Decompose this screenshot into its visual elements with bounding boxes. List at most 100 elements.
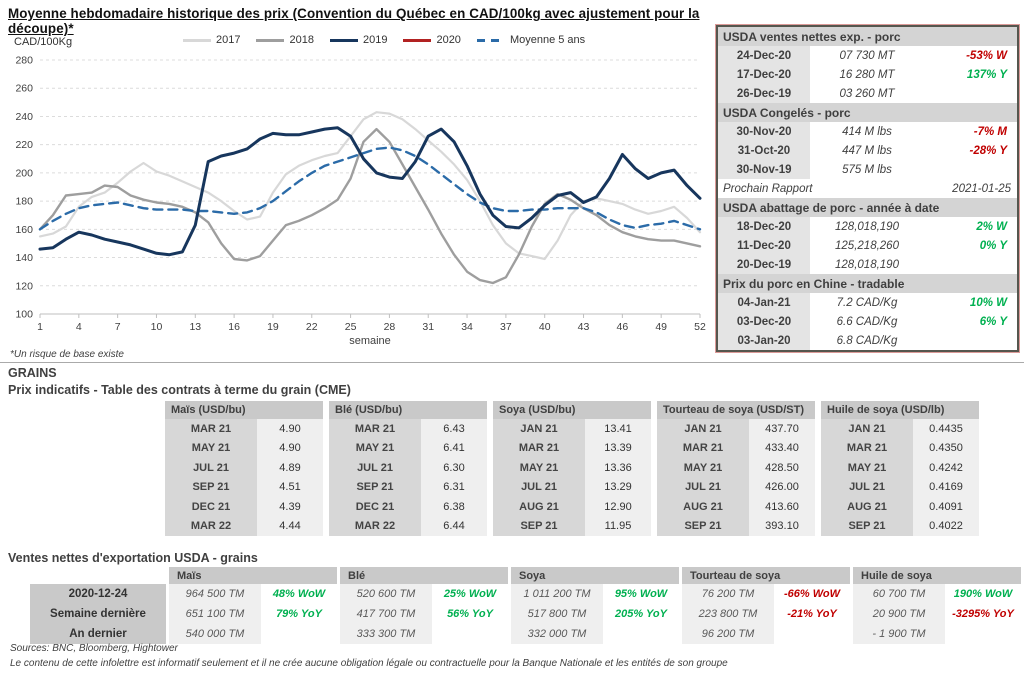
exports-header-row: Maïs Blé Soya Tourteau de soya Huile de soya <box>30 567 1021 584</box>
price-chart: 100 120 140 160 180 200 220 240 260 280 1 4 7 10 13 16 1… <box>4 50 710 350</box>
svg-text:25: 25 <box>345 321 357 333</box>
svg-text:13: 13 <box>189 321 201 333</box>
legend-swatch-icon <box>183 38 211 42</box>
futures-row: SEP 21 6.31 <box>329 477 487 497</box>
futures-tables: Maïs (USD/bu) MAR 21 4.90 MAY 21 4.90 JUL 21 4… <box>165 401 979 536</box>
usda-stats-panel: USDA ventes nettes exp. - porc 24-Dec-20 0… <box>715 24 1020 353</box>
futures-commodity-header: Maïs (USD/bu) <box>165 401 323 419</box>
contract-month: DEC 21 <box>329 497 421 517</box>
exports-data-row: An dernier 540 000 TM 333 300 TM 332 000 TM… <box>30 624 1021 644</box>
contract-price: 0.4350 <box>913 438 979 458</box>
y-axis-unit-label: CAD/100Kg <box>14 36 73 48</box>
svg-text:28: 28 <box>384 321 396 333</box>
contract-price: 13.29 <box>585 477 651 497</box>
chart-legend: 2017 2018 2019 2020 Moyenne 5 ans <box>183 34 585 46</box>
usda-data-row: 30-Nov-19 575 M lbs <box>718 160 1017 179</box>
usda-row-change: 137% Y <box>966 68 1007 81</box>
contract-month: AUG 21 <box>821 497 913 517</box>
svg-text:7: 7 <box>115 321 121 333</box>
legend-label: 2017 <box>216 34 241 46</box>
contract-price: 6.38 <box>421 497 487 517</box>
exports-volume: 333 300 TM <box>337 624 432 644</box>
section-divider <box>0 362 1024 363</box>
futures-row: DEC 21 4.39 <box>165 497 323 517</box>
exports-change: 190% WoW <box>953 588 1013 600</box>
usda-data-row: 17-Dec-20 16 280 MT 137% Y <box>718 65 1017 84</box>
legend-swatch-icon <box>329 38 358 42</box>
exports-change: -3295% YoY <box>952 608 1014 620</box>
usda-row-change: 6% Y <box>979 315 1007 328</box>
futures-table-tourteau: Tourteau de soya (USD/ST) JAN 21 437.70 MAR… <box>657 401 815 536</box>
exports-table: Maïs Blé Soya Tourteau de soya Huile de soya… <box>30 567 1021 644</box>
contract-month: JUL 21 <box>493 477 585 497</box>
futures-row: JUL 21 6.30 <box>329 458 487 478</box>
futures-row: MAR 21 13.39 <box>493 438 651 458</box>
contract-month: JUL 21 <box>657 477 749 497</box>
contract-month: MAR 22 <box>329 516 421 536</box>
usda-row-date: 31-Oct-20 <box>718 141 810 160</box>
contract-price: 0.4022 <box>913 516 979 536</box>
legend-item-2019: 2019 <box>329 34 388 46</box>
exports-commodity-header: Tourteau de soya <box>679 567 852 584</box>
exports-change: 95% WoW <box>614 588 668 600</box>
usda-section-header: Prix du porc en Chine - tradable <box>718 274 1017 293</box>
futures-row: JAN 21 13.41 <box>493 419 651 439</box>
usda-next-report-row: Prochain Rapport 2021-01-25 <box>718 179 1017 198</box>
exports-volume: 96 200 TM <box>679 624 774 644</box>
contract-price: 4.89 <box>257 458 323 478</box>
futures-row: MAY 21 0.4242 <box>821 458 979 478</box>
svg-text:1: 1 <box>37 321 43 333</box>
futures-row: MAY 21 13.36 <box>493 458 651 478</box>
legend-label: 2019 <box>362 34 388 46</box>
contract-price: 426.00 <box>749 477 815 497</box>
exports-volume: 540 000 TM <box>166 624 261 644</box>
svg-text:19: 19 <box>267 321 279 333</box>
svg-text:260: 260 <box>15 83 33 95</box>
contract-month: SEP 21 <box>329 477 421 497</box>
svg-text:4: 4 <box>76 321 82 333</box>
futures-row: MAY 21 6.41 <box>329 438 487 458</box>
usda-row-change: 2% W <box>976 220 1007 233</box>
futures-table-title: Prix indicatifs - Table des contrats à t… <box>8 383 351 397</box>
usda-row-change: 10% W <box>969 296 1007 309</box>
usda-row-change <box>924 84 1017 103</box>
exports-volume: 76 200 TM <box>679 584 774 604</box>
contract-price: 428.50 <box>749 458 815 478</box>
contract-month: JAN 21 <box>657 419 749 439</box>
futures-commodity-header: Tourteau de soya (USD/ST) <box>657 401 815 419</box>
futures-commodity-header: Soya (USD/bu) <box>493 401 651 419</box>
contract-price: 4.51 <box>257 477 323 497</box>
usda-row-value: 07 730 MT <box>839 49 895 62</box>
exports-change <box>432 624 510 644</box>
futures-row: JUL 21 426.00 <box>657 477 815 497</box>
legend-item-2020: 2020 <box>403 34 461 46</box>
usda-row-change: -53% W <box>966 49 1007 62</box>
exports-volume: 20 900 TM <box>850 604 945 624</box>
contract-price: 0.4435 <box>913 419 979 439</box>
contract-month: MAR 21 <box>165 419 257 439</box>
svg-text:120: 120 <box>15 280 33 292</box>
usda-section-title: Prix du porc en Chine - tradable <box>718 274 1017 293</box>
exports-row-label: Semaine dernière <box>30 604 168 624</box>
legend-swatch-icon <box>403 38 432 42</box>
usda-section-title: USDA Congelés - porc <box>718 103 1017 122</box>
contract-month: MAR 22 <box>165 516 257 536</box>
usda-row-date: 30-Nov-19 <box>718 160 810 179</box>
price-chart-svg: 100 120 140 160 180 200 220 240 260 280 1 4 7 10 13 16 1… <box>15 55 706 348</box>
legend-swatch-icon <box>476 38 505 42</box>
exports-header-blank <box>30 567 168 584</box>
usda-row-value: 125,218,260 <box>835 239 899 252</box>
contract-month: MAR 21 <box>821 438 913 458</box>
contract-month: JAN 21 <box>821 419 913 439</box>
futures-row: JUL 21 4.89 <box>165 458 323 478</box>
futures-row: JAN 21 0.4435 <box>821 419 979 439</box>
usda-data-row: 03-Dec-20 6.6 CAD/Kg 6% Y <box>718 312 1017 331</box>
svg-text:37: 37 <box>500 321 512 333</box>
futures-row: MAR 22 6.44 <box>329 516 487 536</box>
svg-text:160: 160 <box>15 224 33 236</box>
usda-data-row: 20-Dec-19 128,018,190 <box>718 255 1017 274</box>
page-title: Moyenne hebdomadaire historique des prix… <box>8 6 700 36</box>
contract-price: 393.10 <box>749 516 815 536</box>
usda-row-date: 03-Dec-20 <box>718 312 810 331</box>
